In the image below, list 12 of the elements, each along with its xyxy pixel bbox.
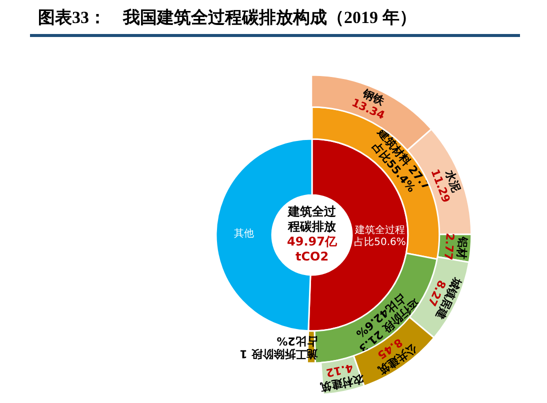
slice-label: 建筑全过程	[354, 224, 405, 236]
data-label: 1	[240, 347, 248, 360]
slice-label: 其他	[234, 227, 254, 240]
data-label: 占比50.6%	[354, 236, 406, 248]
category-label: 铝材	[454, 235, 470, 260]
chart-title: 图表33： 我国建筑全过程碳排放构成（2019 年）	[38, 7, 416, 29]
text: 49.97亿	[287, 234, 338, 249]
text: tCO2	[295, 250, 329, 264]
data-label: 2.77	[441, 232, 457, 261]
category-label: 施工拆除阶段	[250, 347, 318, 361]
text: 占比2%	[276, 334, 318, 348]
text: 建筑全过程碳排放	[287, 204, 337, 234]
